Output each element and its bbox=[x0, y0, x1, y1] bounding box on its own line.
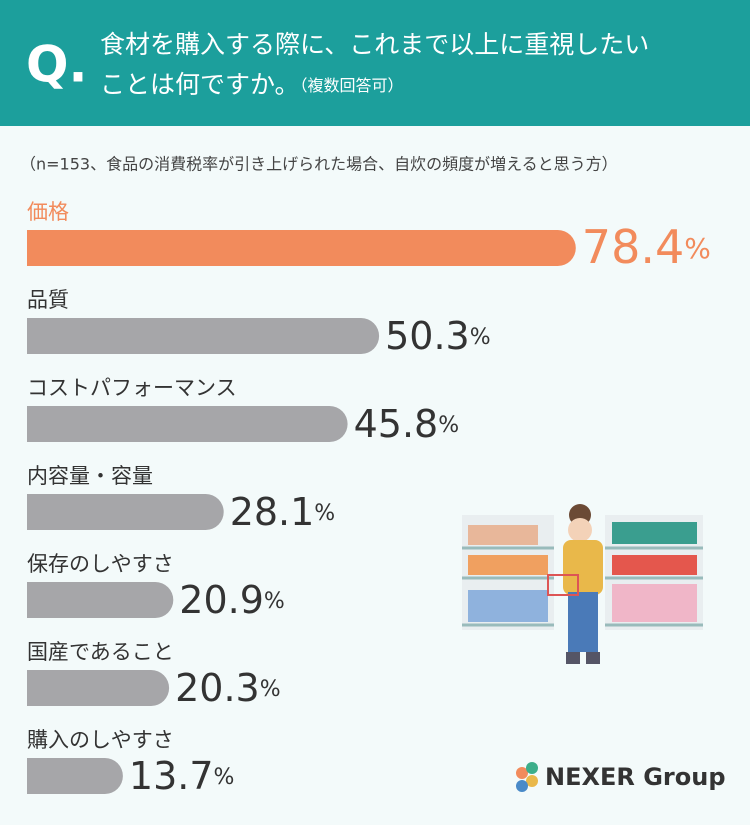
value-label: 78.4% bbox=[582, 220, 711, 274]
bar-left-edge bbox=[27, 758, 45, 794]
bar-left-edge bbox=[27, 230, 45, 266]
value-number: 20.9 bbox=[179, 578, 264, 622]
value-number: 28.1 bbox=[230, 490, 315, 534]
bar-left-edge bbox=[27, 670, 45, 706]
value-unit: % bbox=[214, 765, 235, 790]
question-line: 食材を購入する際に、これまで以上に重視したい bbox=[100, 30, 649, 59]
value-label: 45.8% bbox=[354, 402, 460, 446]
question-note: （複数回答可） bbox=[300, 76, 404, 95]
category-label: 国産であること bbox=[27, 640, 174, 664]
value-unit: % bbox=[470, 325, 491, 350]
logo: NEXER Group bbox=[516, 762, 726, 792]
value-label: 28.1% bbox=[230, 490, 336, 534]
bar bbox=[27, 582, 174, 618]
value-label: 20.9% bbox=[179, 578, 285, 622]
bar-left-edge bbox=[27, 406, 45, 442]
value-number: 45.8 bbox=[354, 402, 439, 446]
bar bbox=[27, 494, 224, 530]
value-number: 13.7 bbox=[129, 754, 214, 798]
q-mark: Q. bbox=[26, 36, 88, 94]
subtitle: （n=153、食品の消費税率が引き上げられた場合、自炊の頻度が増えると思う方） bbox=[20, 155, 618, 174]
bar bbox=[27, 406, 348, 442]
value-label: 20.3% bbox=[175, 666, 281, 710]
header-band bbox=[0, 0, 750, 126]
category-label: 品質 bbox=[27, 288, 69, 312]
category-label: 購入のしやすさ bbox=[27, 728, 174, 752]
category-label: コストパフォーマンス bbox=[27, 376, 237, 400]
value-unit: % bbox=[684, 232, 711, 265]
bar-left-edge bbox=[27, 494, 45, 530]
bar bbox=[27, 758, 123, 794]
value-unit: % bbox=[438, 413, 459, 438]
bar bbox=[27, 670, 170, 706]
value-label: 13.7% bbox=[129, 754, 235, 798]
bar bbox=[27, 318, 380, 354]
category-label: 価格 bbox=[27, 200, 69, 224]
value-number: 78.4 bbox=[582, 220, 684, 274]
category-label: 内容量・容量 bbox=[27, 464, 153, 488]
bar bbox=[27, 230, 576, 266]
value-number: 50.3 bbox=[385, 314, 470, 358]
value-unit: % bbox=[264, 589, 285, 614]
illustration bbox=[462, 504, 703, 664]
bar-left-edge bbox=[27, 318, 45, 354]
logo-text: NEXER Group bbox=[545, 763, 726, 791]
question-text: ことは何ですか。 bbox=[100, 70, 300, 99]
question-line: ことは何ですか。（複数回答可） bbox=[100, 70, 404, 99]
value-label: 50.3% bbox=[385, 314, 491, 358]
category-label: 保存のしやすさ bbox=[27, 552, 174, 576]
value-unit: % bbox=[260, 677, 281, 702]
value-number: 20.3 bbox=[175, 666, 260, 710]
value-unit: % bbox=[314, 501, 335, 526]
bar-left-edge bbox=[27, 582, 45, 618]
